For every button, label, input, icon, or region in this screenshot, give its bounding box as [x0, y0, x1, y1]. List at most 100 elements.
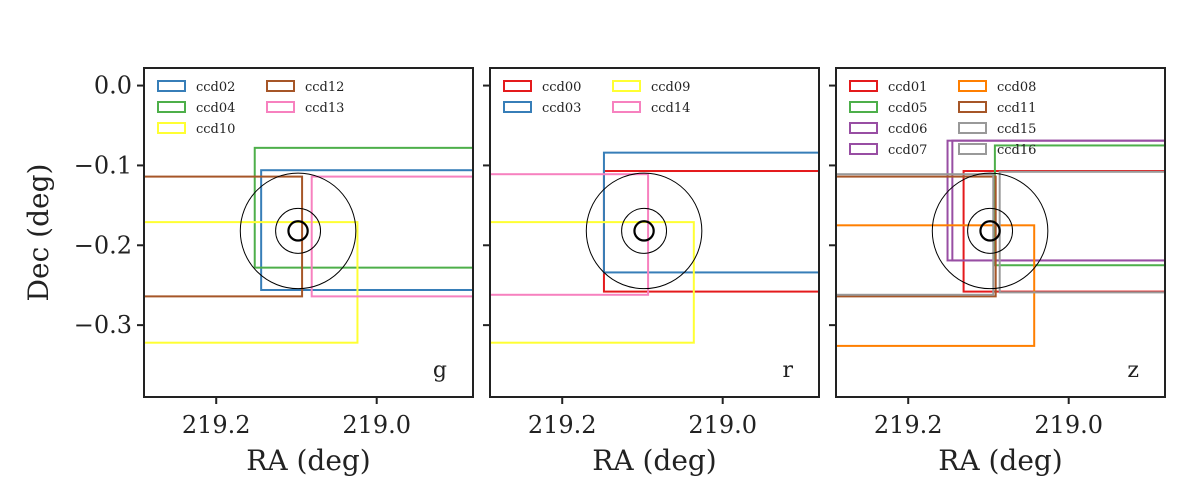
legend-label: ccd15: [997, 122, 1036, 137]
target-ring-3: [239, 172, 357, 290]
ccd-rect-ccd10: [144, 221, 359, 344]
legend-swatch: [503, 80, 532, 92]
plot-area: [836, 139, 1165, 347]
x-tick-label: 219.2: [182, 411, 251, 439]
ccd-rect-ccd05: [993, 144, 1165, 267]
x-tick-label: 219.2: [528, 411, 597, 439]
ccd-rect-ccd16: [836, 173, 995, 296]
legend-label: ccd02: [196, 80, 235, 95]
legend-swatch: [958, 80, 987, 92]
legend: ccd02 ccd04 ccd10 ccd12 ccd13: [157, 80, 344, 137]
legend: ccd00 ccd03 ccd09 ccd14: [503, 80, 690, 116]
axes-frame: [489, 67, 820, 398]
target-ring-1: [287, 220, 309, 242]
legend-label: ccd16: [997, 143, 1036, 158]
y-tick-label: −0.1: [74, 151, 132, 179]
x-axis-label: RA (deg): [592, 444, 716, 477]
x-tick-label: 219.0: [688, 411, 757, 439]
legend-label: ccd12: [305, 80, 344, 95]
legend-swatch: [612, 80, 641, 92]
legend-label: ccd00: [542, 80, 581, 95]
target-ring-2: [621, 207, 668, 254]
target-ring-1: [633, 220, 655, 242]
plot-area: [490, 151, 819, 344]
legend-swatch: [266, 80, 295, 92]
ccd-rect-ccd07: [951, 139, 1165, 262]
panel-r: 219.2 219.0 RA (deg) r ccd00 ccd03 ccd09 ccd14: [483, 67, 820, 477]
legend-item-ccd16: ccd16: [958, 143, 1036, 158]
legend-label: ccd06: [888, 122, 927, 137]
legend-item-ccd01: ccd01: [849, 80, 927, 95]
legend-label: ccd10: [196, 122, 235, 137]
panel-g: 219.2 219.0 0.0 −0.1 −0.2 −0.3 RA (deg) Dec (de…: [22, 67, 474, 477]
legend-swatch: [266, 101, 295, 113]
legend: ccd01 ccd05 ccd06 ccd07 ccd08 ccd11 ccd15 ccd16: [849, 80, 1036, 158]
legend-label: ccd05: [888, 101, 927, 116]
x-tick-label: 219.0: [1034, 411, 1103, 439]
ccd-rect-ccd15: [998, 170, 1165, 294]
ccd-rect-ccd12: [144, 175, 304, 298]
x-tick-label: 219.2: [874, 411, 943, 439]
ccd-rect-ccd08: [836, 224, 1036, 347]
band-label: g: [433, 358, 447, 383]
legend-item-ccd03: ccd03: [503, 101, 581, 116]
target-ring-3: [931, 172, 1049, 290]
ccd-rect-ccd13: [310, 175, 473, 298]
legend-item-ccd10: ccd10: [157, 122, 235, 137]
y-axis-label: Dec (deg): [22, 164, 55, 302]
legend-swatch: [849, 80, 878, 92]
x-tick-label: 219.0: [342, 411, 411, 439]
legend-swatch: [849, 101, 878, 113]
panel-z: 219.2 219.0RA (deg)zccd01ccd05ccd06ccd07c…: [829, 67, 1166, 477]
legend-item-ccd06: ccd06: [849, 122, 927, 137]
legend-swatch: [157, 122, 186, 134]
legend-item-ccd12: ccd12: [266, 80, 344, 95]
ccd-rect-ccd04: [253, 146, 473, 269]
y-tick-label: −0.2: [74, 231, 132, 259]
target-ring-3: [585, 172, 703, 290]
target-ring-1: [979, 220, 1001, 242]
target-ring-2: [967, 207, 1014, 254]
y-tick-label: −0.3: [74, 311, 132, 339]
legend-item-ccd15: ccd15: [958, 122, 1036, 137]
ccd-rect-ccd00: [602, 170, 819, 293]
legend-swatch: [157, 101, 186, 113]
legend-label: ccd13: [305, 101, 344, 116]
legend-swatch: [958, 143, 987, 155]
band-label: r: [782, 358, 793, 383]
legend-swatch: [503, 101, 532, 113]
legend-item-ccd09: ccd09: [612, 80, 690, 95]
plot-area: [144, 146, 473, 344]
axes-frame: [835, 67, 1166, 398]
legend-label: ccd09: [651, 80, 690, 95]
legend-label: ccd08: [997, 80, 1036, 95]
panels: 219.2 219.0 0.0 −0.1 −0.2 −0.3 RA (deg) Dec (de…: [22, 67, 1166, 477]
legend-item-ccd02: ccd02: [157, 80, 235, 95]
ccd-rect-ccd09: [490, 221, 695, 344]
target-ring-2: [275, 207, 322, 254]
legend-item-ccd13: ccd13: [266, 101, 344, 116]
legend-item-ccd14: ccd14: [612, 101, 690, 116]
legend-label: ccd01: [888, 80, 927, 95]
legend-item-ccd05: ccd05: [849, 101, 927, 116]
band-label: z: [1127, 358, 1139, 383]
y-tick-label: 0.0: [94, 72, 132, 100]
x-axis-label: RA (deg): [246, 444, 370, 477]
ccd-rect-ccd14: [490, 173, 650, 296]
legend-swatch: [849, 122, 878, 134]
ccd-rect-ccd03: [602, 151, 819, 274]
ccd-rect-ccd02: [260, 169, 473, 291]
legend-label: ccd07: [888, 143, 927, 158]
legend-item-ccd07: ccd07: [849, 143, 927, 158]
legend-swatch: [958, 101, 987, 113]
x-axis-label: RA (deg): [938, 444, 1062, 477]
legend-item-ccd04: ccd04: [157, 101, 235, 116]
legend-label: ccd11: [997, 101, 1036, 116]
legend-swatch: [157, 80, 186, 92]
legend-item-ccd00: ccd00: [503, 80, 581, 95]
legend-item-ccd08: ccd08: [958, 80, 1036, 95]
legend-label: ccd14: [651, 101, 690, 116]
legend-label: ccd04: [196, 101, 235, 116]
legend-swatch: [849, 143, 878, 155]
